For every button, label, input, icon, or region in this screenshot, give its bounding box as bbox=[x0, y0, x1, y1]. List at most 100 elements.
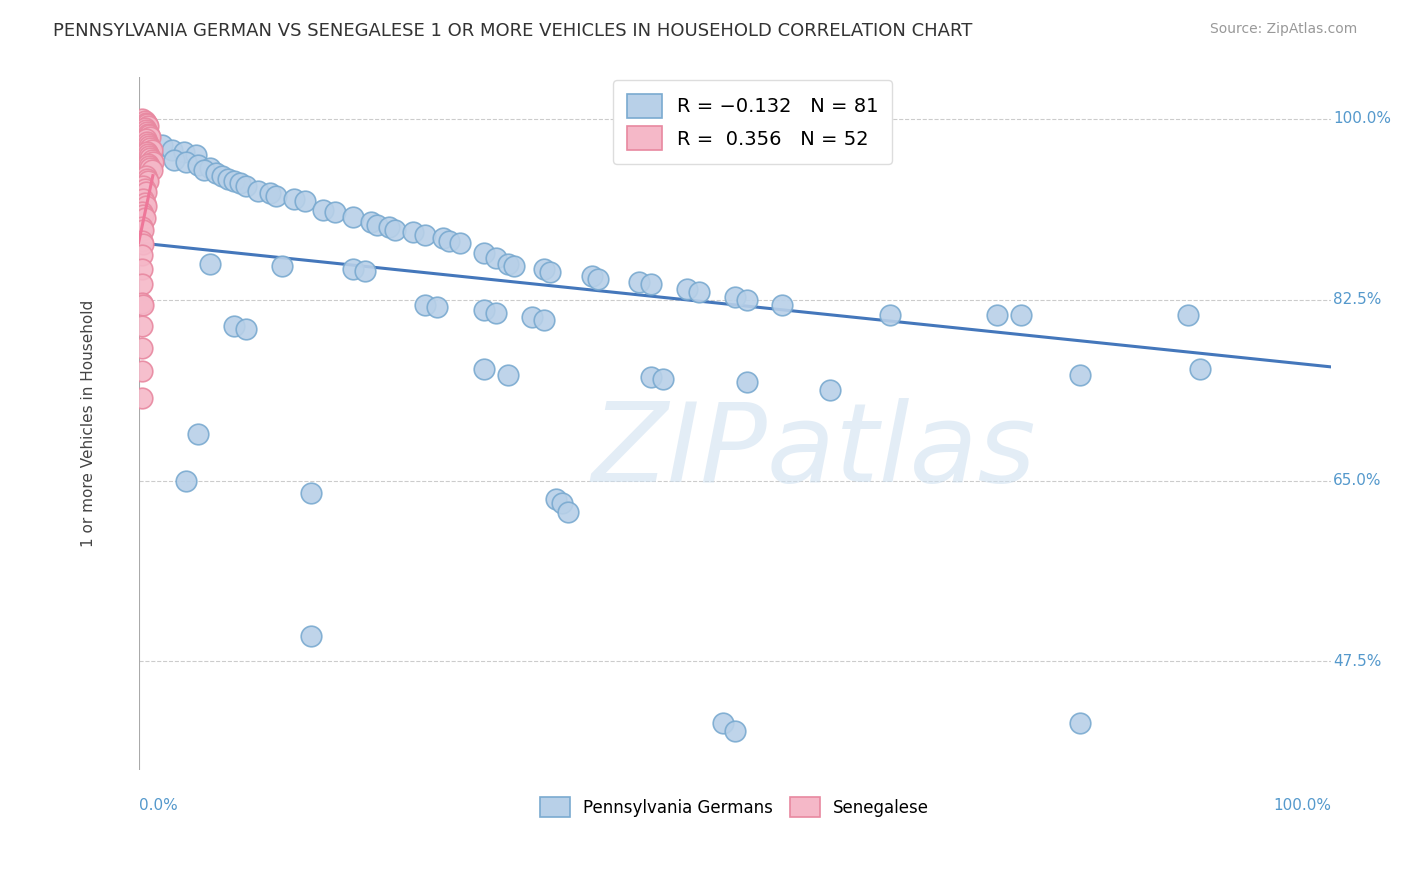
Text: 100.0%: 100.0% bbox=[1272, 797, 1331, 813]
Point bbox=[134, 121, 156, 136]
Point bbox=[135, 145, 157, 159]
Point bbox=[135, 171, 157, 186]
Point bbox=[135, 132, 157, 146]
Point bbox=[198, 161, 221, 176]
Point bbox=[496, 256, 519, 270]
Text: Source: ZipAtlas.com: Source: ZipAtlas.com bbox=[1209, 22, 1357, 37]
Point bbox=[139, 141, 162, 155]
Point bbox=[688, 285, 710, 300]
Point bbox=[135, 123, 157, 137]
Point bbox=[131, 204, 153, 219]
Point bbox=[551, 496, 574, 510]
Point bbox=[132, 208, 155, 222]
Point bbox=[544, 492, 567, 507]
Point bbox=[818, 383, 841, 397]
Point bbox=[342, 210, 364, 224]
Text: 1 or more Vehicles in Household: 1 or more Vehicles in Household bbox=[82, 300, 96, 548]
Point bbox=[413, 298, 436, 312]
Point bbox=[770, 298, 793, 312]
Point bbox=[986, 308, 1008, 322]
Point bbox=[533, 313, 555, 327]
Point bbox=[131, 391, 153, 405]
Point bbox=[1177, 308, 1199, 322]
Point bbox=[134, 195, 156, 210]
Point bbox=[735, 376, 758, 390]
Point bbox=[270, 259, 292, 273]
Point bbox=[134, 113, 156, 128]
Point bbox=[283, 193, 305, 207]
Point bbox=[472, 303, 495, 318]
Point bbox=[131, 112, 153, 126]
Point bbox=[312, 202, 335, 217]
Point bbox=[131, 364, 153, 378]
Point bbox=[503, 259, 526, 273]
Point bbox=[131, 220, 153, 235]
Point bbox=[139, 161, 162, 176]
Legend: Pennsylvania Germans, Senegalese: Pennsylvania Germans, Senegalese bbox=[533, 790, 936, 824]
Point bbox=[141, 143, 163, 157]
Point bbox=[132, 236, 155, 251]
Point bbox=[184, 148, 207, 162]
Point bbox=[432, 230, 454, 244]
Point bbox=[360, 215, 382, 229]
Text: 100.0%: 100.0% bbox=[1333, 112, 1391, 127]
Point bbox=[711, 716, 734, 731]
Point bbox=[136, 136, 159, 151]
Point bbox=[235, 321, 257, 335]
Point bbox=[138, 149, 160, 163]
Point bbox=[485, 252, 508, 266]
Point bbox=[132, 178, 155, 193]
Point bbox=[652, 372, 675, 386]
Point bbox=[1010, 308, 1032, 322]
Point bbox=[138, 159, 160, 173]
Point bbox=[235, 178, 257, 193]
Point bbox=[138, 128, 160, 143]
Point bbox=[135, 199, 157, 213]
Point bbox=[135, 185, 157, 199]
Point bbox=[135, 125, 157, 139]
Point bbox=[676, 282, 699, 296]
Point bbox=[259, 186, 281, 201]
Point bbox=[879, 308, 901, 322]
Point bbox=[217, 171, 239, 186]
Point bbox=[131, 234, 153, 248]
Point bbox=[520, 310, 543, 325]
Point bbox=[294, 194, 316, 209]
Point bbox=[211, 169, 233, 183]
Point bbox=[135, 116, 157, 130]
Point bbox=[135, 169, 157, 183]
Point bbox=[152, 137, 174, 152]
Point bbox=[472, 246, 495, 260]
Point bbox=[131, 261, 153, 276]
Point bbox=[222, 174, 245, 188]
Point bbox=[173, 145, 195, 159]
Point bbox=[131, 295, 153, 310]
Point bbox=[342, 261, 364, 276]
Point bbox=[132, 298, 155, 312]
Point bbox=[138, 138, 160, 153]
Point bbox=[581, 268, 603, 283]
Point bbox=[323, 204, 346, 219]
Point bbox=[640, 277, 662, 292]
Text: ZIPatlas: ZIPatlas bbox=[592, 398, 1036, 505]
Point bbox=[198, 256, 221, 270]
Point bbox=[135, 117, 157, 131]
Point bbox=[301, 629, 323, 643]
Point bbox=[187, 427, 209, 442]
Point bbox=[131, 277, 153, 292]
Point bbox=[485, 306, 508, 320]
Point bbox=[1188, 362, 1211, 376]
Point bbox=[378, 220, 401, 235]
Point bbox=[139, 151, 162, 165]
Point bbox=[724, 289, 747, 303]
Point bbox=[628, 275, 651, 289]
Point bbox=[136, 174, 159, 188]
Point bbox=[472, 362, 495, 376]
Point bbox=[174, 474, 197, 488]
Point bbox=[533, 261, 555, 276]
Point bbox=[131, 248, 153, 262]
Point bbox=[160, 143, 183, 157]
Point bbox=[205, 165, 228, 179]
Text: 65.0%: 65.0% bbox=[1333, 473, 1382, 488]
Text: PENNSYLVANIA GERMAN VS SENEGALESE 1 OR MORE VEHICLES IN HOUSEHOLD CORRELATION CH: PENNSYLVANIA GERMAN VS SENEGALESE 1 OR M… bbox=[53, 22, 973, 40]
